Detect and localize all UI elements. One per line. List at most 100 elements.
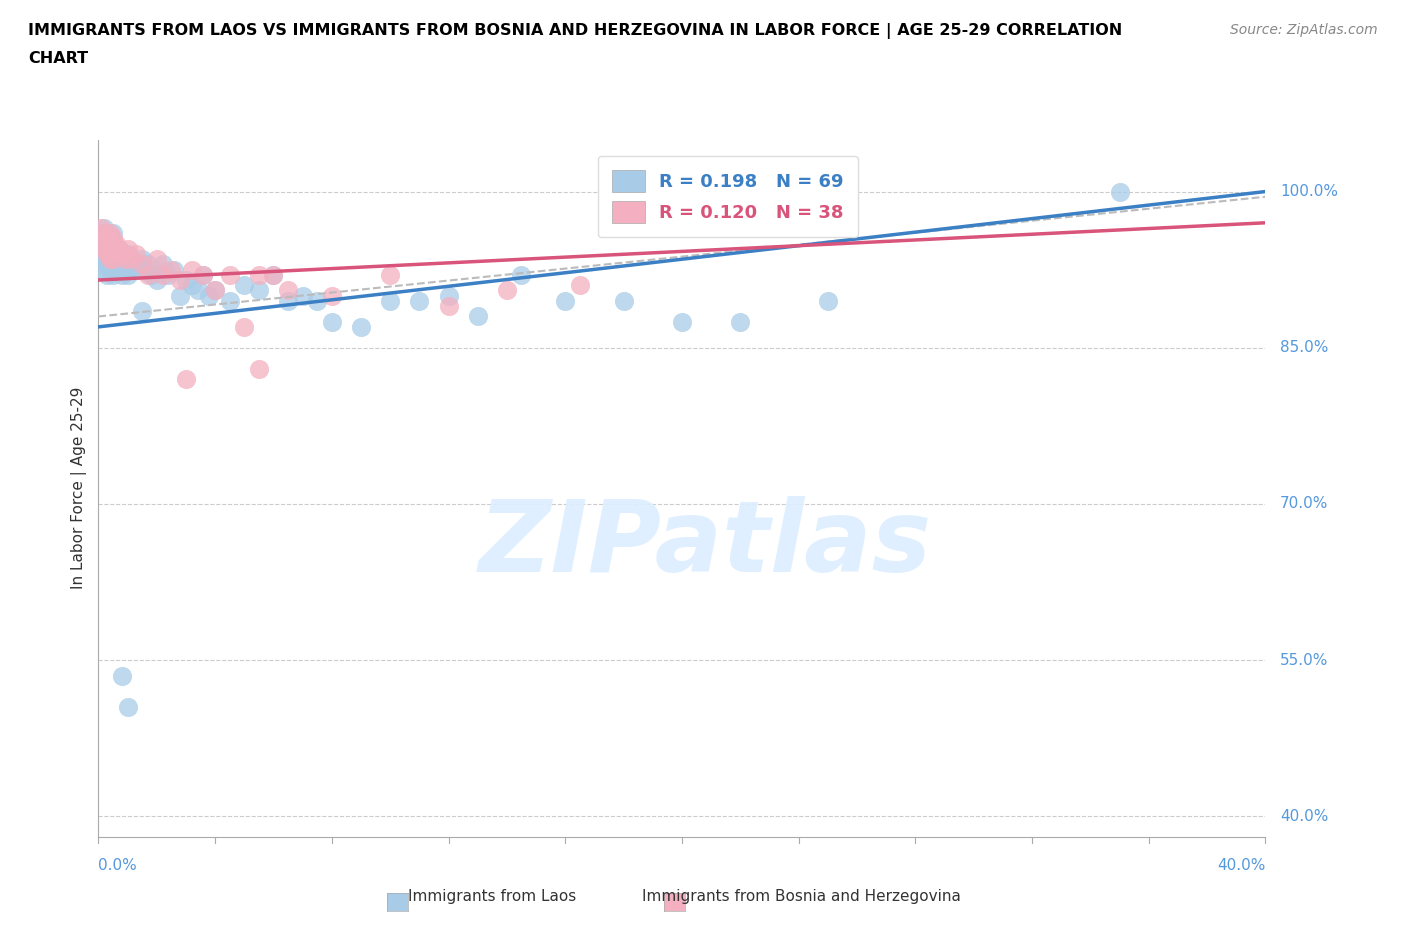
Point <box>180 262 202 277</box>
Point <box>90 220 112 235</box>
Point <box>152 257 174 272</box>
Point <box>134 262 156 277</box>
Point <box>101 242 124 257</box>
Point <box>108 257 131 272</box>
Point <box>408 294 430 309</box>
Point <box>96 231 118 246</box>
Point <box>90 231 112 246</box>
Point <box>114 252 136 267</box>
Point <box>93 262 115 277</box>
Point <box>131 252 153 267</box>
Point <box>157 268 180 283</box>
Point <box>193 268 215 283</box>
Point <box>218 294 240 309</box>
Text: 0.0%: 0.0% <box>98 857 138 873</box>
Point <box>117 246 139 261</box>
Point <box>111 246 134 261</box>
Point <box>510 268 533 283</box>
Text: 40.0%: 40.0% <box>1279 809 1329 824</box>
Point <box>125 257 148 272</box>
Point <box>114 252 136 267</box>
Point <box>136 268 159 283</box>
Text: 55.0%: 55.0% <box>1279 653 1329 668</box>
Point <box>117 268 139 283</box>
Point <box>93 246 115 261</box>
Point <box>98 246 121 261</box>
Point <box>169 288 191 303</box>
Point <box>98 231 121 246</box>
Point <box>174 272 197 287</box>
Point <box>93 226 115 241</box>
Text: 70.0%: 70.0% <box>1279 497 1329 512</box>
Point <box>90 236 112 251</box>
Point <box>146 252 169 267</box>
Point <box>277 294 299 309</box>
Point <box>152 268 174 283</box>
Point <box>104 246 127 261</box>
Point <box>554 294 576 309</box>
Point <box>90 242 112 257</box>
Point <box>96 236 118 251</box>
Point <box>247 361 270 376</box>
Point <box>125 246 148 261</box>
Point <box>262 268 284 283</box>
Point <box>163 262 186 277</box>
Point <box>307 294 329 309</box>
Point <box>233 319 256 334</box>
Text: Source: ZipAtlas.com: Source: ZipAtlas.com <box>1230 23 1378 37</box>
Point <box>104 262 127 277</box>
Point <box>111 268 134 283</box>
Point <box>495 283 517 298</box>
Point <box>98 262 121 277</box>
Point <box>247 268 270 283</box>
Text: 40.0%: 40.0% <box>1218 857 1265 873</box>
Point <box>93 242 115 257</box>
Point <box>146 272 169 287</box>
Point <box>93 220 115 235</box>
Point <box>218 268 240 283</box>
Point <box>193 268 215 283</box>
Point <box>568 278 591 293</box>
Point <box>131 304 153 319</box>
Point <box>350 319 373 334</box>
Point <box>120 252 142 267</box>
Point <box>142 262 165 277</box>
Point <box>96 226 118 241</box>
Point <box>139 268 162 283</box>
Point <box>277 283 299 298</box>
Point <box>96 257 118 272</box>
Text: CHART: CHART <box>28 51 89 66</box>
Point <box>378 268 402 283</box>
Point <box>108 242 131 257</box>
Point <box>174 371 197 386</box>
Point <box>437 299 460 313</box>
Point <box>98 252 121 267</box>
Point <box>169 272 191 287</box>
Text: Immigrants from Bosnia and Herzegovina: Immigrants from Bosnia and Herzegovina <box>643 889 960 904</box>
Y-axis label: In Labor Force | Age 25-29: In Labor Force | Age 25-29 <box>72 387 87 590</box>
Point <box>136 257 159 272</box>
Point <box>101 252 124 267</box>
Text: 85.0%: 85.0% <box>1279 340 1329 355</box>
Point <box>817 294 839 309</box>
Point <box>117 242 139 257</box>
Point <box>98 226 121 241</box>
Point <box>247 283 270 298</box>
Text: IMMIGRANTS FROM LAOS VS IMMIGRANTS FROM BOSNIA AND HERZEGOVINA IN LABOR FORCE | : IMMIGRANTS FROM LAOS VS IMMIGRANTS FROM … <box>28 23 1122 39</box>
Point <box>111 246 134 261</box>
Point <box>96 246 118 261</box>
Point <box>131 257 153 272</box>
Point <box>101 231 124 246</box>
Point <box>1108 184 1130 199</box>
Point <box>262 268 284 283</box>
Point <box>90 252 112 267</box>
Point <box>321 314 343 329</box>
Point <box>437 288 460 303</box>
Point <box>101 226 124 241</box>
Point <box>111 668 134 683</box>
Point <box>128 262 150 277</box>
Point <box>122 262 145 277</box>
Point <box>204 283 226 298</box>
Point <box>291 288 314 303</box>
Point <box>612 294 634 309</box>
